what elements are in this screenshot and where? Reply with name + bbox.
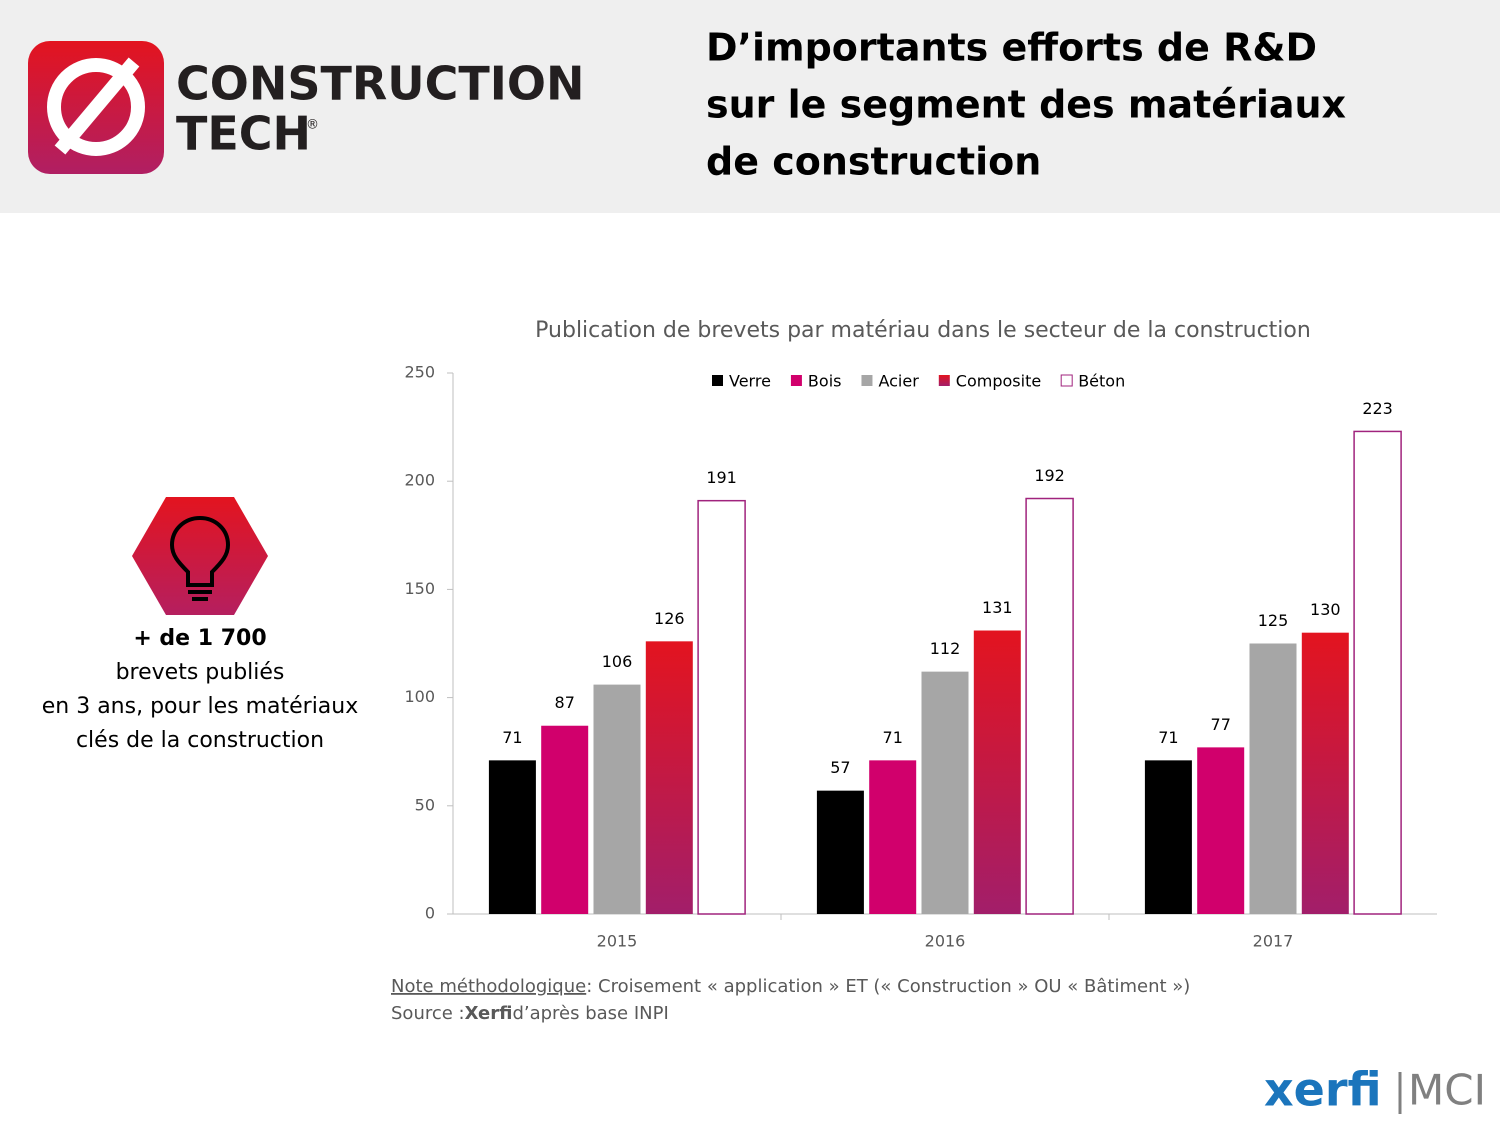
logo-slash [54,57,140,155]
bar [488,760,536,914]
header-band [0,0,1500,213]
footer-brand: xerfi [1264,1063,1382,1117]
x-tick-label: 2017 [1253,932,1294,951]
bar [1025,497,1074,915]
data-label: 131 [982,598,1013,617]
data-label: 126 [654,609,685,628]
data-label: 223 [1362,399,1393,418]
page-title: de construction [706,140,1041,184]
bar [1197,747,1245,914]
legend-label: Composite [956,372,1041,391]
highlight-text: brevets publiés [116,660,285,685]
data-label: 130 [1310,600,1341,619]
data-label: 71 [1158,728,1178,747]
data-label: 112 [930,639,961,658]
bulb [169,515,231,587]
logo-mark: ® [306,118,319,133]
data-label: 87 [555,693,575,712]
bar [1249,643,1297,914]
bar [921,671,969,914]
data-label: 106 [602,652,633,671]
data-label: 71 [883,728,903,747]
data-label: 57 [830,758,850,777]
legend-swatch [938,375,950,386]
data-label: 191 [706,468,737,487]
legend-label: Verre [729,372,771,391]
legend-swatch [790,375,802,386]
plot: 0 50 100 150 200 250 Verre Bois Acier Composite Bé… [404,363,1437,951]
hexagon [132,497,268,615]
data-label: 192 [1034,466,1065,485]
page-title: D’importants efforts de R&D [706,26,1317,70]
page-title: sur le segment des matériaux [706,83,1346,127]
chart-title: Publication de brevets par matériau dans… [535,318,1311,343]
bar [697,499,746,915]
bar [1353,430,1402,915]
y-tick-label: 0 [425,904,435,923]
bar [973,630,1021,914]
bar [541,725,589,914]
y-tick-label: 50 [415,795,435,814]
data-label: 71 [502,728,522,747]
source-name: Xerfi [465,1003,513,1024]
footer-sub: MCI [1408,1066,1486,1115]
footer-logo-box [1262,1066,1498,1122]
note-label: Note méthodologique [391,976,586,997]
legend-label: Acier [878,372,919,391]
x-tick-label: 2015 [597,932,638,951]
highlight-text: clés de la construction [76,728,324,753]
x-tick-label: 2016 [925,932,966,951]
data-label: 77 [1211,715,1231,734]
logo-ring [47,58,145,156]
legend-label: Béton [1078,372,1125,391]
y-tick-label: 100 [404,687,435,706]
highlight-text: en 3 ans, pour les matériaux [42,694,359,719]
bar [1144,760,1192,914]
highlight-figure: + de 1 700 [133,626,266,651]
legend-swatch [1060,374,1073,387]
bar [869,760,917,914]
logo-text: TECH [176,107,311,161]
bar [645,641,693,914]
bar [816,790,864,914]
y-tick-label: 250 [404,363,435,382]
logo: CONSTRUCTION TECH ® [28,41,585,174]
data-label: 125 [1258,611,1289,630]
bar [593,684,641,914]
source-text: d’après base INPI [512,1003,668,1024]
legend-label: Bois [808,372,842,391]
y-tick-label: 150 [404,579,435,598]
legend-swatch [712,375,723,386]
y-tick-label: 200 [404,471,435,490]
legend-swatch [861,375,873,386]
source-label: Source : [391,1003,465,1024]
bar [1301,632,1349,914]
logo-text: CONSTRUCTION [176,57,585,111]
note-text: : Croisement « application » ET (« Const… [586,976,1190,997]
highlight-icon [132,497,268,615]
